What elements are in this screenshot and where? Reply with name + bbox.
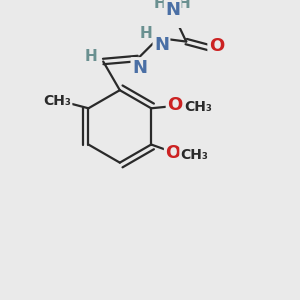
Text: O: O	[165, 144, 181, 162]
Text: CH₃: CH₃	[180, 148, 208, 162]
Text: H: H	[154, 0, 166, 11]
Text: N: N	[132, 58, 147, 76]
Text: CH₃: CH₃	[44, 94, 71, 108]
Text: O: O	[167, 96, 182, 114]
Text: H: H	[178, 0, 190, 11]
Text: O: O	[209, 37, 224, 55]
Text: H: H	[84, 49, 97, 64]
Text: H: H	[140, 26, 153, 41]
Text: CH₃: CH₃	[184, 100, 212, 114]
Text: N: N	[165, 1, 180, 19]
Text: N: N	[154, 36, 169, 54]
